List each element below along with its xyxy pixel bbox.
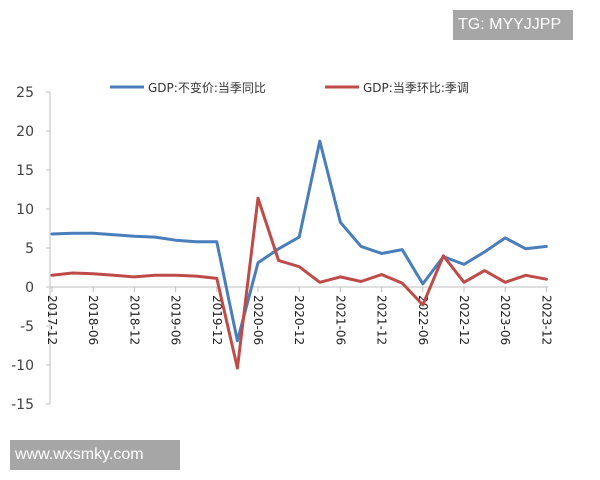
- x-tick-label: 2021-06: [333, 295, 347, 345]
- x-axis: 2017-12 2018-06 2018-12 2019-06 2019-12 2020-…: [45, 286, 553, 345]
- y-tick-label: 20: [16, 124, 34, 140]
- y-axis: 25 20 15 10 5 0 -5 -10 -15: [11, 85, 51, 413]
- legend-label: GDP:不变价:当季同比: [148, 80, 266, 95]
- chart-legend: GDP:不变价:当季同比 GDP:当季环比:季调: [110, 80, 469, 95]
- x-tick-label: 2019-06: [169, 295, 183, 345]
- x-tick-label: 2023-12: [539, 295, 553, 345]
- series-layer: [50, 139, 548, 370]
- y-tick-label: 25: [16, 85, 34, 101]
- x-tick-label: 2022-06: [416, 295, 430, 345]
- y-tick-label: -15: [11, 397, 34, 413]
- y-tick-label: 5: [25, 241, 34, 257]
- x-tick-label: 2017-12: [45, 295, 59, 345]
- x-tick-label: 2019-12: [210, 295, 224, 345]
- x-tick-label: 2022-12: [457, 295, 471, 345]
- x-tick-label: 2020-06: [251, 295, 265, 345]
- watermark-bottom-left: www.wxsmky.com: [10, 440, 180, 470]
- watermark-top-right: TG: MYYJJPP: [453, 10, 573, 40]
- x-tick-label: 2018-06: [86, 295, 100, 345]
- series-line-gdp-yoy: [50, 139, 548, 343]
- x-tick-label: 2018-12: [127, 295, 141, 345]
- y-tick-label: -10: [11, 358, 34, 374]
- x-tick-label: 2023-06: [498, 295, 512, 345]
- y-tick-label: -5: [20, 319, 34, 335]
- y-tick-label: 0: [25, 280, 34, 296]
- y-tick-label: 15: [16, 163, 34, 179]
- x-tick-label: 2021-12: [375, 295, 389, 345]
- y-tick-label: 10: [16, 202, 34, 218]
- series-line-gdp-qoq: [50, 196, 548, 370]
- legend-label: GDP:当季环比:季调: [363, 81, 469, 95]
- x-tick-label: 2020-12: [292, 295, 306, 345]
